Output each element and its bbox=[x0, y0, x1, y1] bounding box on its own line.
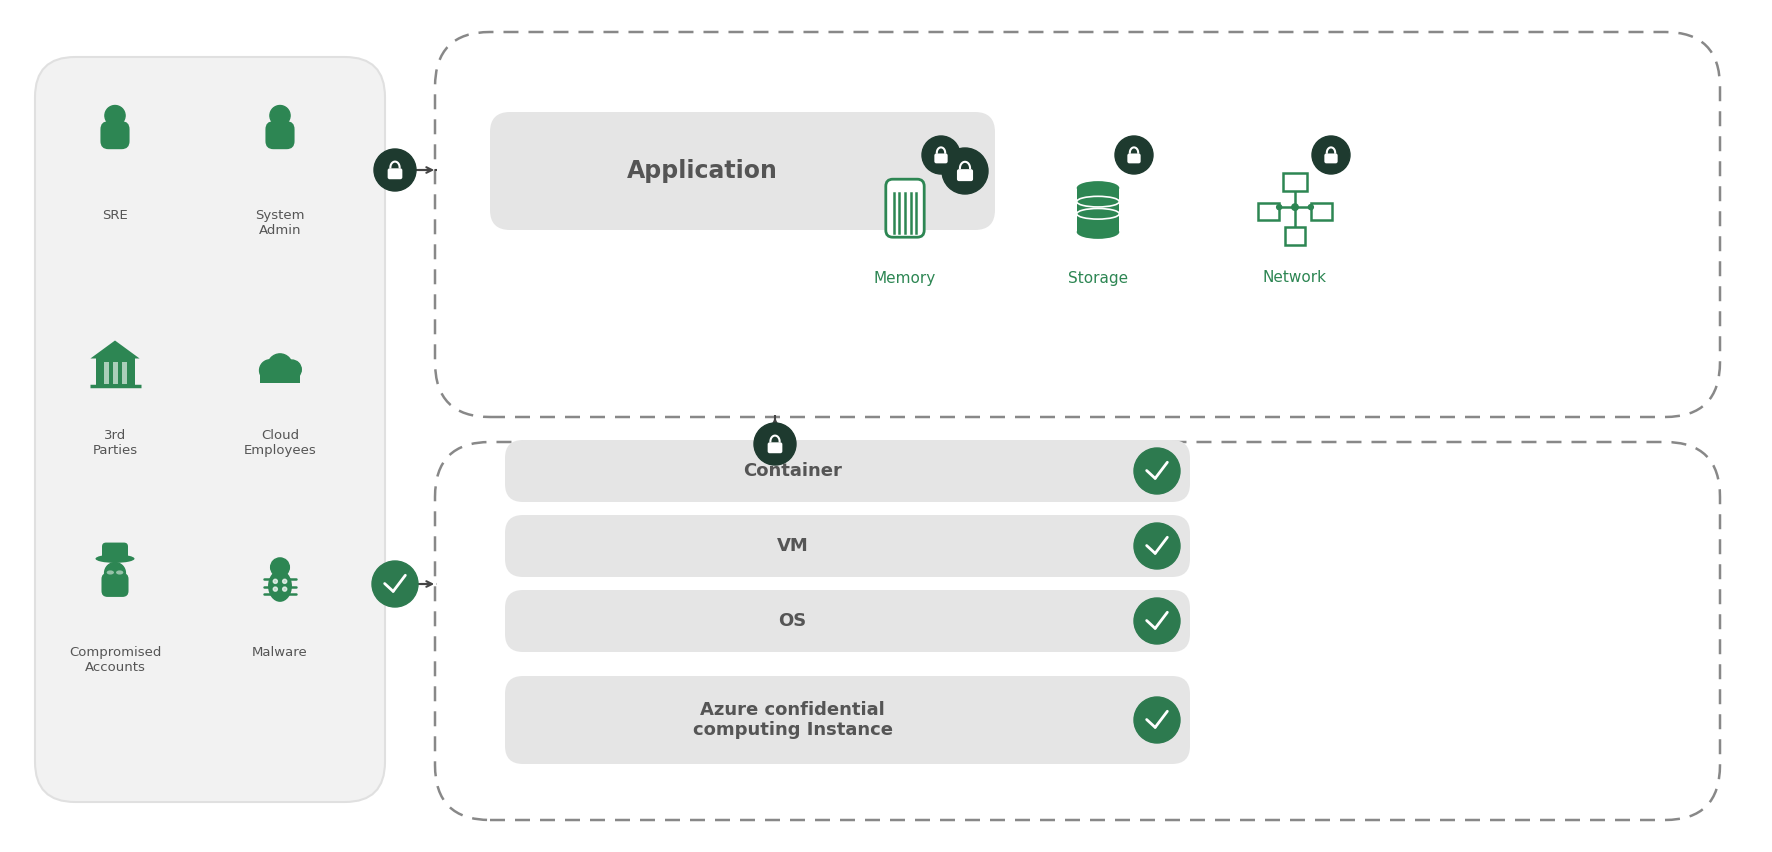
Text: System
Admin: System Admin bbox=[255, 209, 305, 237]
Bar bbox=[1285, 227, 1306, 245]
Text: Application: Application bbox=[627, 159, 778, 183]
FancyBboxPatch shape bbox=[934, 153, 948, 164]
Text: Cloud
Employees: Cloud Employees bbox=[243, 429, 317, 457]
Circle shape bbox=[282, 587, 287, 591]
Circle shape bbox=[1134, 523, 1180, 569]
Circle shape bbox=[1292, 204, 1299, 210]
Circle shape bbox=[943, 148, 989, 194]
FancyBboxPatch shape bbox=[101, 121, 129, 149]
Circle shape bbox=[1308, 204, 1313, 210]
Bar bbox=[1311, 203, 1333, 220]
FancyBboxPatch shape bbox=[388, 169, 402, 179]
Circle shape bbox=[755, 423, 796, 465]
Circle shape bbox=[1134, 598, 1180, 644]
Circle shape bbox=[269, 106, 291, 126]
FancyBboxPatch shape bbox=[1324, 153, 1338, 164]
Circle shape bbox=[1276, 204, 1281, 210]
FancyBboxPatch shape bbox=[266, 121, 294, 149]
FancyBboxPatch shape bbox=[505, 515, 1191, 577]
Bar bbox=[1258, 203, 1279, 220]
Circle shape bbox=[921, 136, 960, 174]
Bar bbox=[96, 359, 135, 385]
Circle shape bbox=[271, 558, 289, 577]
FancyBboxPatch shape bbox=[101, 573, 129, 597]
FancyBboxPatch shape bbox=[505, 590, 1191, 652]
Text: VM: VM bbox=[776, 537, 808, 555]
FancyBboxPatch shape bbox=[886, 179, 925, 237]
Bar bbox=[260, 369, 299, 383]
FancyBboxPatch shape bbox=[1127, 153, 1141, 164]
Ellipse shape bbox=[1077, 181, 1120, 195]
Circle shape bbox=[259, 360, 280, 381]
Text: Container: Container bbox=[742, 462, 842, 480]
FancyBboxPatch shape bbox=[957, 170, 973, 181]
Text: Malware: Malware bbox=[252, 646, 308, 659]
Circle shape bbox=[1134, 697, 1180, 743]
Text: 3rd
Parties: 3rd Parties bbox=[92, 429, 138, 457]
Text: SRE: SRE bbox=[103, 209, 128, 222]
Bar bbox=[113, 361, 119, 384]
Ellipse shape bbox=[268, 570, 292, 602]
Text: Azure confidential
computing Instance: Azure confidential computing Instance bbox=[693, 700, 893, 740]
Circle shape bbox=[105, 106, 126, 126]
Circle shape bbox=[1134, 448, 1180, 494]
Circle shape bbox=[282, 360, 301, 379]
Text: Network: Network bbox=[1263, 270, 1327, 285]
Circle shape bbox=[1311, 136, 1350, 174]
Ellipse shape bbox=[106, 570, 113, 574]
Polygon shape bbox=[90, 341, 140, 359]
FancyBboxPatch shape bbox=[505, 676, 1191, 764]
Ellipse shape bbox=[96, 555, 135, 563]
Text: Storage: Storage bbox=[1069, 270, 1129, 285]
Circle shape bbox=[273, 587, 278, 591]
FancyBboxPatch shape bbox=[491, 112, 996, 230]
Circle shape bbox=[273, 579, 278, 584]
Ellipse shape bbox=[1077, 225, 1120, 239]
Text: Memory: Memory bbox=[874, 270, 936, 285]
Circle shape bbox=[374, 149, 416, 191]
Circle shape bbox=[282, 579, 287, 584]
Circle shape bbox=[105, 562, 126, 584]
Text: OS: OS bbox=[778, 612, 806, 630]
FancyBboxPatch shape bbox=[767, 442, 783, 453]
Circle shape bbox=[372, 561, 418, 607]
Bar bbox=[103, 361, 110, 384]
FancyBboxPatch shape bbox=[103, 543, 128, 561]
Ellipse shape bbox=[115, 570, 124, 574]
FancyBboxPatch shape bbox=[35, 57, 385, 802]
Bar bbox=[1077, 188, 1120, 232]
Bar bbox=[122, 361, 128, 384]
Text: Compromised
Accounts: Compromised Accounts bbox=[69, 646, 161, 674]
FancyBboxPatch shape bbox=[505, 440, 1191, 502]
Bar bbox=[1283, 173, 1306, 192]
Circle shape bbox=[1115, 136, 1154, 174]
Circle shape bbox=[268, 354, 292, 378]
